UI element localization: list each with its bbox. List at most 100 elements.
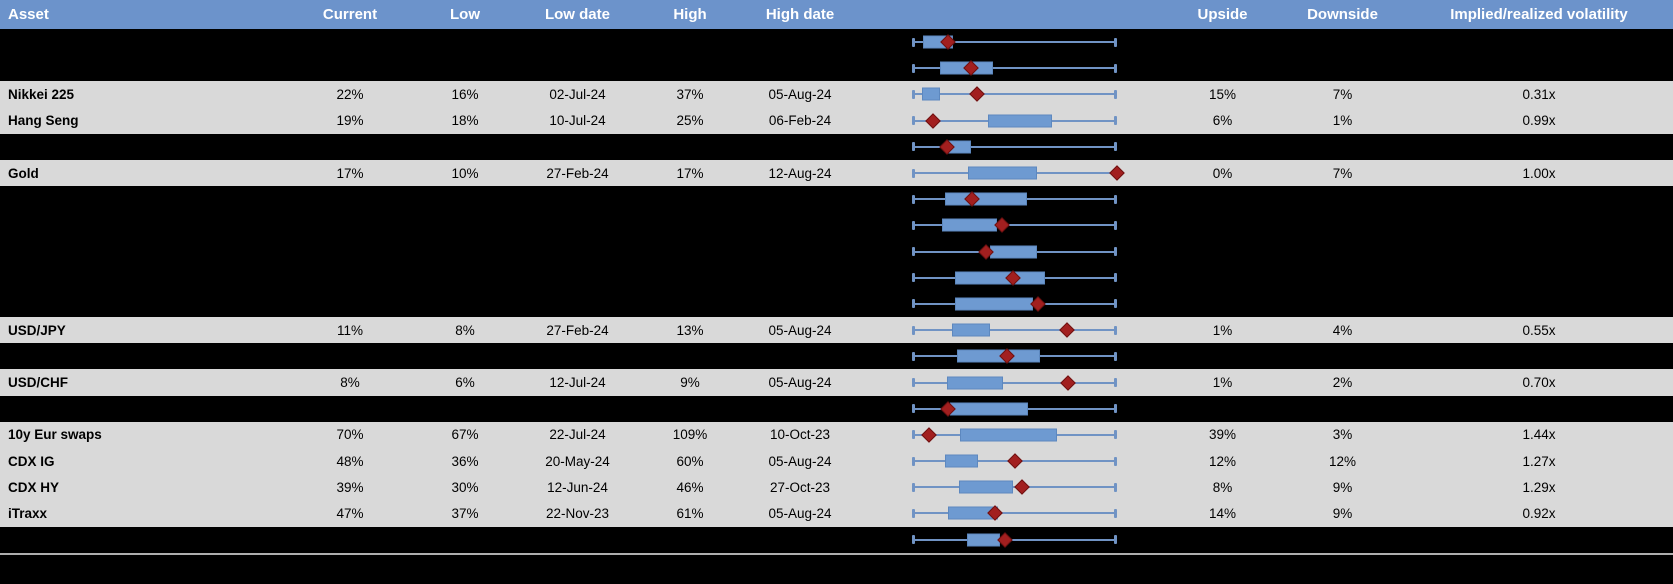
table-row: [0, 395, 1673, 422]
boxplot-cell: [855, 29, 1165, 55]
high-date-value: 05-Aug-24: [768, 86, 832, 102]
table-row: Hang Seng 19% 18% 10-Jul-24 25% 06-Feb-2…: [0, 107, 1673, 134]
low-date-value: 10-Jul-24: [549, 113, 606, 129]
boxplot: [912, 29, 1117, 55]
high-value: 46%: [676, 479, 704, 495]
table-row: iTraxx 47% 37% 22-Nov-23 61% 05-Aug-24 1…: [0, 500, 1673, 527]
boxplot-left-cap: [912, 37, 915, 47]
high-date-value: 05-Aug-24: [768, 375, 832, 391]
boxplot-iqr-box: [966, 533, 1000, 547]
boxplot-iqr-box: [945, 454, 978, 468]
boxplot-cell: [855, 81, 1165, 107]
boxplot: [912, 448, 1117, 474]
boxplot-iqr-box: [957, 349, 1040, 363]
boxplot-cell: [855, 527, 1165, 553]
upside-value: 39%: [1208, 427, 1237, 443]
table-row: USD/CHF 8% 6% 12-Jul-24 9% 05-Aug-24 1% …: [0, 369, 1673, 396]
table-row: [0, 133, 1673, 160]
boxplot-whisker-line: [912, 381, 1117, 384]
boxplot-left-cap: [912, 194, 915, 204]
downside-value: 1%: [1332, 113, 1353, 129]
boxplot-left-cap: [912, 325, 915, 335]
downside-value: 9%: [1332, 479, 1353, 495]
boxplot-left-cap: [912, 247, 915, 257]
boxplot-cell: [855, 55, 1165, 81]
boxplot-right-cap: [1114, 404, 1117, 414]
high-value: 17%: [676, 165, 704, 181]
boxplot-current-marker: [1109, 165, 1125, 181]
asset-name: USD/JPY: [8, 322, 66, 338]
boxplot-cell: [855, 343, 1165, 369]
upside-value: 1%: [1212, 322, 1233, 338]
boxplot-right-cap: [1114, 194, 1117, 204]
boxplot-current-marker: [1014, 479, 1030, 496]
boxplot-left-cap: [912, 142, 915, 152]
boxplot-right-cap: [1114, 37, 1117, 47]
boxplot-whisker-line: [912, 512, 1117, 515]
low-date-value: 20-May-24: [545, 453, 610, 469]
boxplot-right-cap: [1114, 89, 1117, 99]
high-date-value: 12-Aug-24: [768, 165, 832, 181]
boxplot-cell: [855, 160, 1165, 186]
table-row: [0, 290, 1673, 318]
boxplot-cell: [855, 396, 1165, 422]
boxplot-right-cap: [1114, 273, 1117, 283]
boxplot: [912, 134, 1117, 160]
boxplot: [912, 317, 1117, 343]
boxplot-left-cap: [912, 508, 915, 518]
boxplot-right-cap: [1114, 142, 1117, 152]
asset-name: Hang Seng: [8, 113, 79, 129]
low-date-value: 22-Nov-23: [545, 505, 610, 521]
boxplot-cell: [855, 291, 1165, 317]
column-header-upside: Upside: [1197, 6, 1248, 23]
boxplot-left-cap: [912, 273, 915, 283]
boxplot-current-marker: [921, 427, 937, 443]
boxplot-whisker-line: [912, 329, 1117, 332]
high-date-value: 05-Aug-24: [768, 322, 832, 338]
column-header-downside: Downside: [1307, 6, 1378, 23]
boxplot-cell: [855, 108, 1165, 134]
boxplot-left-cap: [912, 482, 915, 492]
column-header-current: Current: [322, 6, 378, 23]
boxplot-right-cap: [1114, 430, 1117, 440]
downside-value: 7%: [1332, 86, 1353, 102]
column-header-implied-realized: Implied/realized volatility: [1450, 6, 1628, 23]
boxplot: [912, 265, 1117, 291]
column-header-asset: Asset: [8, 6, 49, 23]
table-header: Asset Current Low Low date High High dat…: [0, 0, 1673, 29]
bottom-filler: [0, 554, 1673, 584]
boxplot-current-marker: [1007, 453, 1023, 469]
column-header-high-date: High date: [765, 6, 835, 23]
asset-name: CDX HY: [8, 479, 60, 495]
low-value: 67%: [451, 427, 479, 443]
boxplot-right-cap: [1114, 351, 1117, 361]
downside-value: 4%: [1332, 322, 1353, 338]
low-value: 16%: [451, 86, 479, 102]
boxplot-whisker-line: [912, 93, 1117, 96]
implied-realized-value: 0.99x: [1522, 113, 1556, 129]
boxplot: [912, 396, 1117, 422]
boxplot-current-marker: [969, 86, 985, 103]
boxplot-right-cap: [1114, 116, 1117, 126]
boxplot-cell: [855, 212, 1165, 238]
low-date-value: 12-Jun-24: [547, 479, 608, 495]
high-date-value: 10-Oct-23: [769, 427, 831, 443]
column-header-low: Low: [450, 6, 480, 23]
boxplot-cell: [855, 448, 1165, 474]
current-value: 70%: [336, 427, 364, 443]
low-date-value: 22-Jul-24: [549, 427, 606, 443]
downside-value: 9%: [1332, 505, 1353, 521]
table-body: Nikkei 225 22% 16% 02-Jul-24 37% 05-Aug-…: [0, 29, 1673, 553]
boxplot-iqr-box: [989, 245, 1038, 259]
boxplot-right-cap: [1114, 220, 1117, 230]
downside-value: 3%: [1332, 427, 1353, 443]
current-value: 19%: [336, 113, 364, 129]
boxplot-whisker-line: [912, 67, 1117, 70]
high-date-value: 27-Oct-23: [769, 479, 831, 495]
table-row: Nikkei 225 22% 16% 02-Jul-24 37% 05-Aug-…: [0, 81, 1673, 108]
boxplot-right-cap: [1114, 299, 1117, 309]
boxplot-whisker-line: [912, 41, 1117, 44]
boxplot: [912, 108, 1117, 134]
boxplot-cell: [855, 317, 1165, 343]
